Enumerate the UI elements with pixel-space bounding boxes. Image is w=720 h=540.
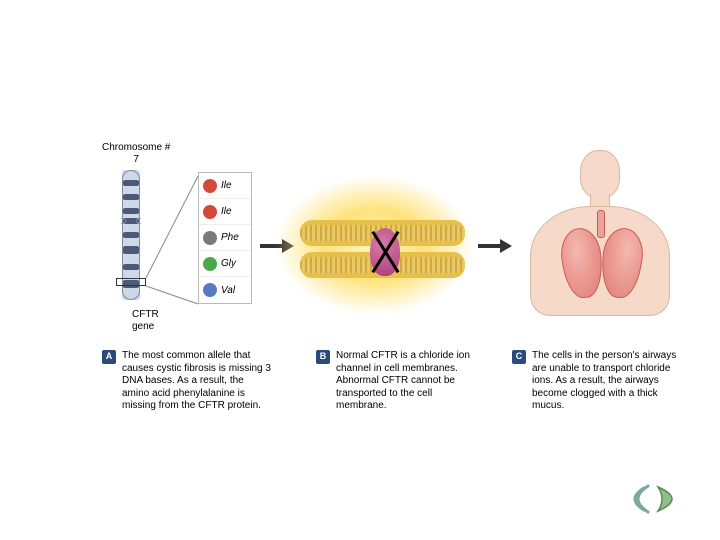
nav-arrows [622,483,690,515]
amino-acid-color-dot [203,205,217,219]
amino-acid-row: Val [199,277,251,303]
cftr-gene-label: CFTRgene [132,309,159,333]
amino-acid-code: Phe [221,232,239,243]
caption-a: A The most common allele that causes cys… [102,350,272,413]
amino-acid-code: Gly [221,258,236,269]
amino-acid-code: Val [221,285,235,296]
crossed-out-icon [372,230,400,274]
caption-b: B Normal CFTR is a chloride ion channel … [316,350,476,413]
badge-b: B [316,350,330,364]
amino-acid-color-dot [203,257,217,271]
diagram-canvas: Chromosome #7 CFTRgene Ile Ile Phe Gly Val [0,0,720,540]
amino-acid-color-dot [203,179,217,193]
caption-a-text: The most common allele that causes cysti… [122,350,272,413]
badge-a: A [102,350,116,364]
amino-acid-code: Ile [221,180,232,191]
centromere-icon [121,218,141,224]
arrow-b-to-c-shaft [478,244,500,248]
gene-locus-marker [116,278,146,286]
amino-acid-row: Ile [199,199,251,225]
amino-acid-row: Phe [199,225,251,251]
chromosome-label: Chromosome #7 [102,142,170,166]
locator-lines [146,176,200,306]
badge-c: C [512,350,526,364]
caption-c: C The cells in the person's airways are … [512,350,687,413]
human-torso [520,150,680,340]
amino-acid-color-dot [203,283,217,297]
amino-acid-code: Ile [221,206,232,217]
head-shape [580,150,620,198]
amino-acid-color-dot [203,231,217,245]
trachea-shape [597,210,605,238]
amino-acid-row: Ile [199,173,251,199]
next-arrow-icon[interactable] [656,483,690,515]
prev-arrow-icon[interactable] [622,484,650,514]
arrow-b-to-c-head [500,239,512,253]
amino-acid-row: Gly [199,251,251,277]
caption-b-text: Normal CFTR is a chloride ion channel in… [336,350,476,413]
caption-c-text: The cells in the person's airways are un… [532,350,687,413]
amino-acid-list: Ile Ile Phe Gly Val [198,172,252,304]
